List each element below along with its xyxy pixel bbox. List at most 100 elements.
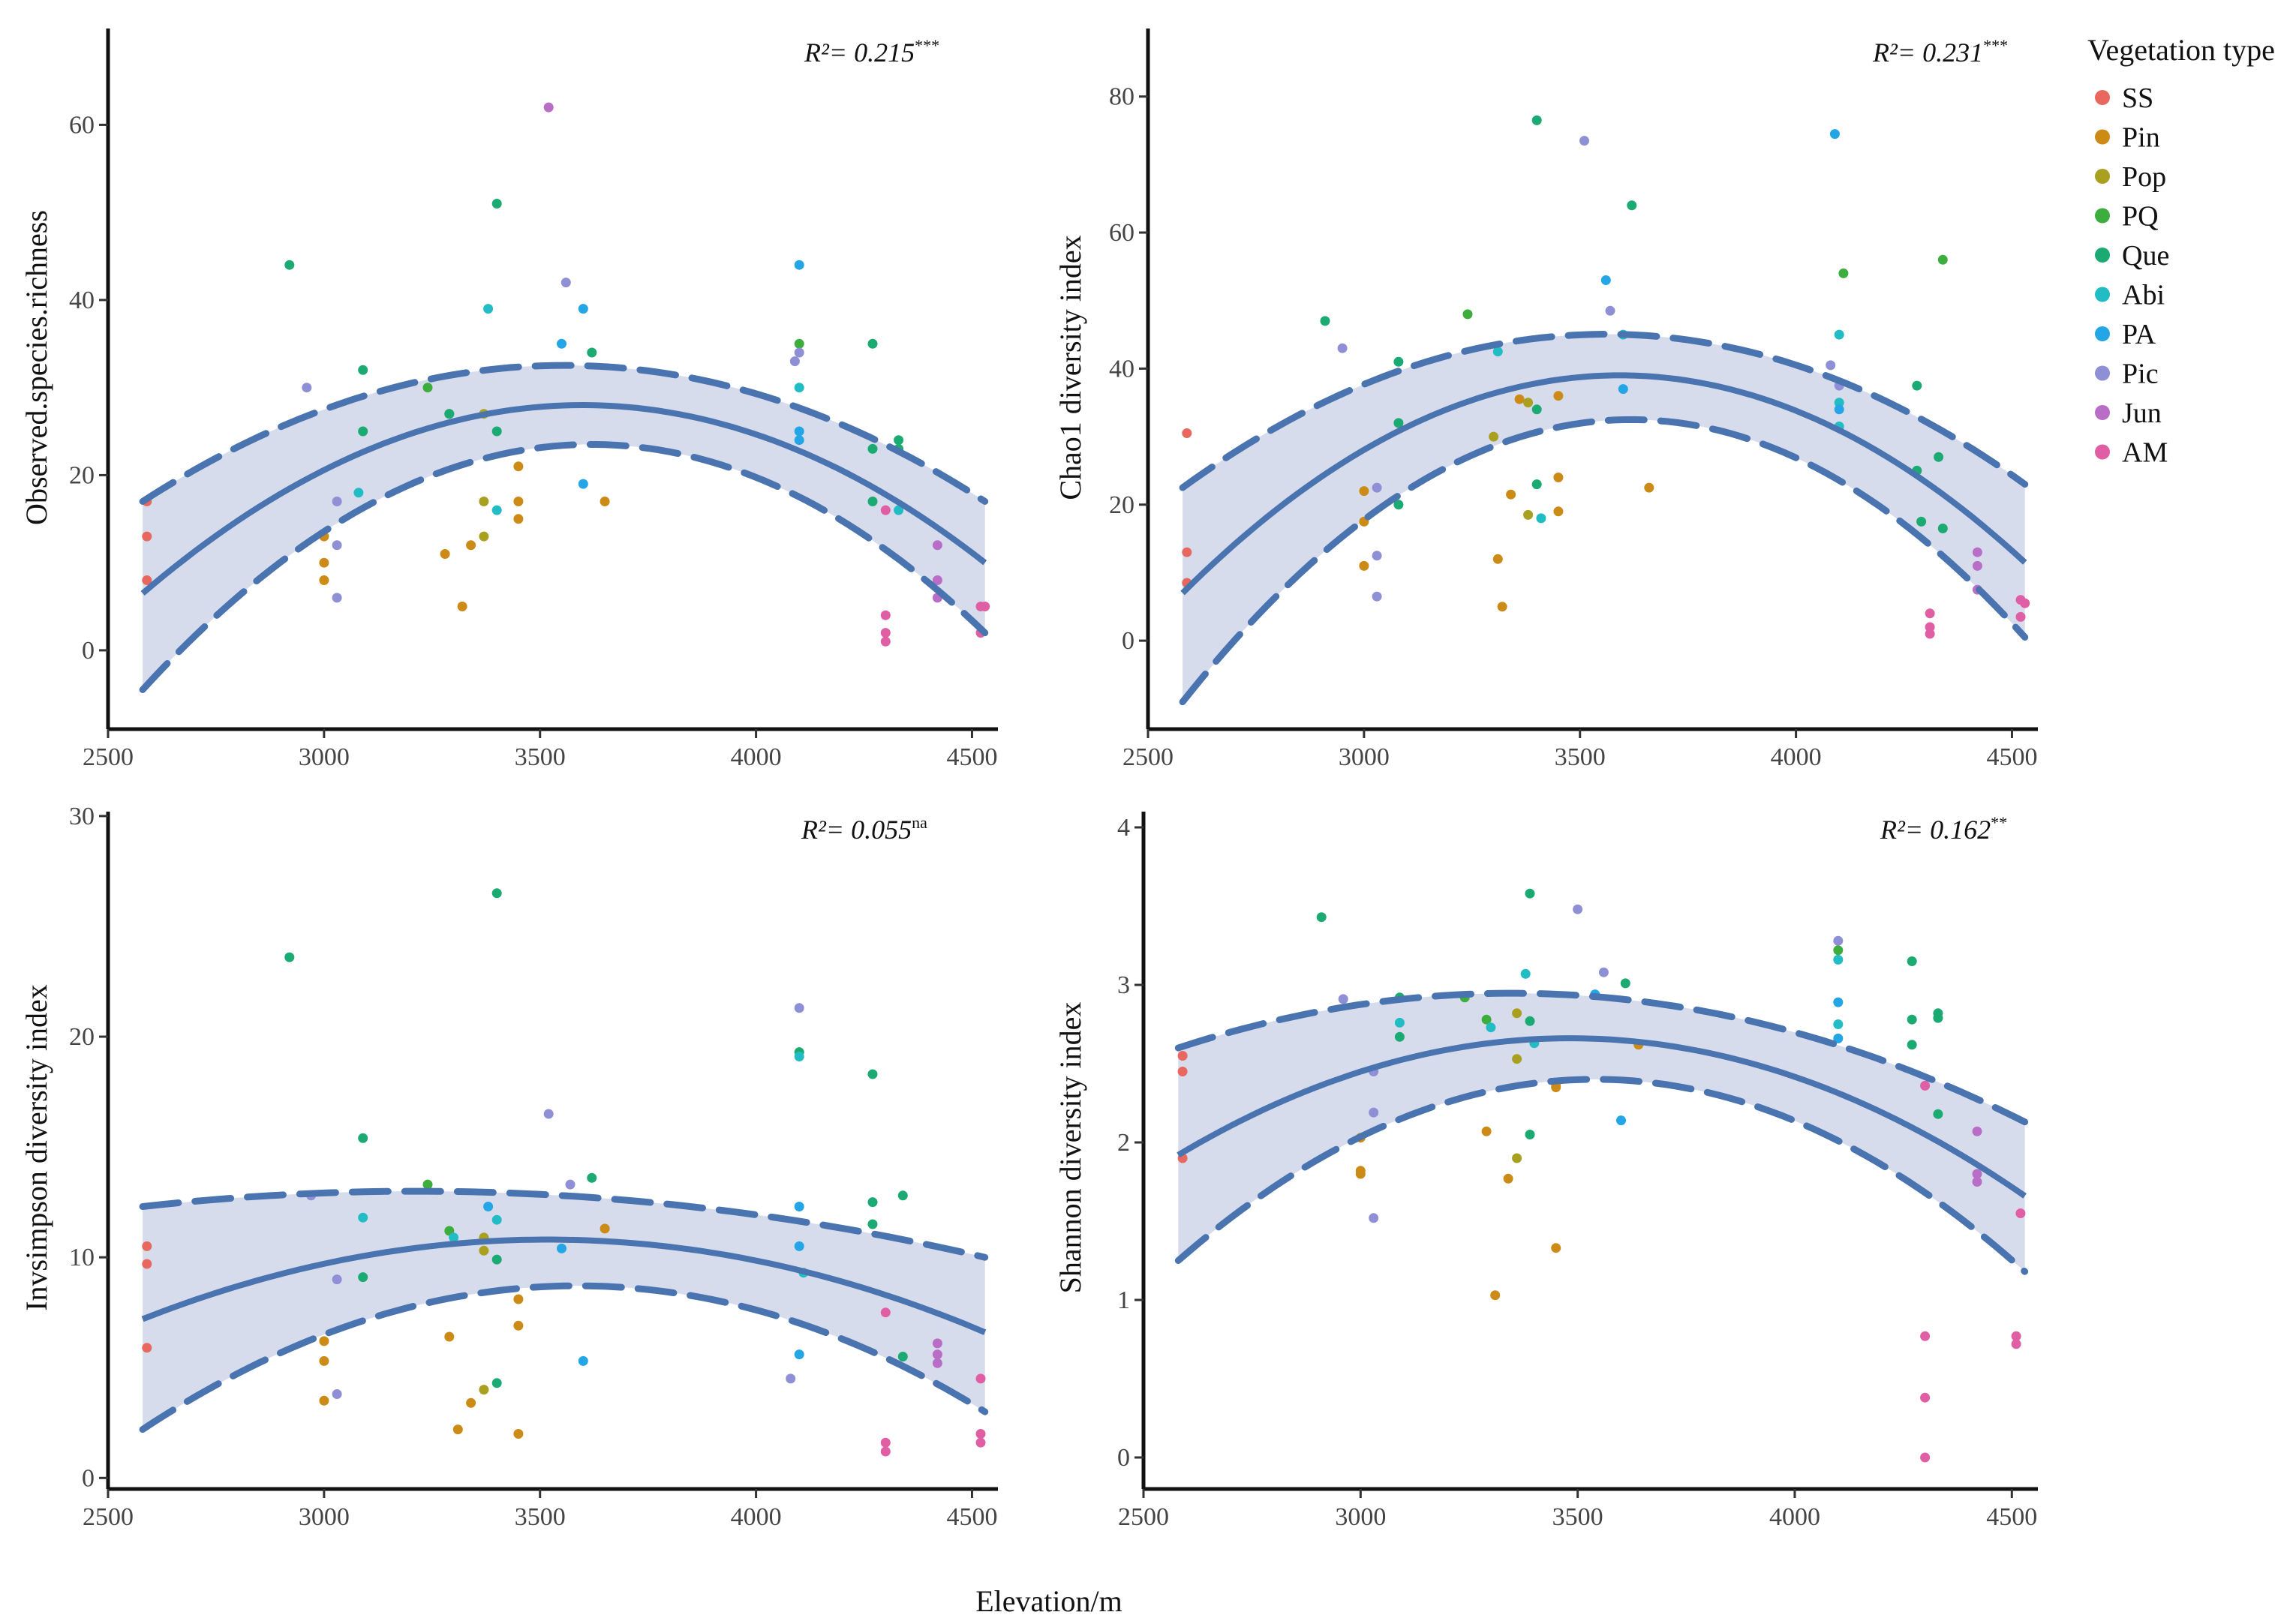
data-point-pin [513,514,524,524]
data-point-pin [513,1429,524,1439]
axis-ticks: 2500 3000 3500 4000 4500 0 20 40 60 [69,111,997,771]
data-point-pic [1598,967,1609,977]
data-point-que [1620,978,1630,989]
data-point-que [444,409,455,419]
data-point-pop [479,1385,489,1395]
data-point-pic [1579,136,1589,146]
data-point-abi [1833,1019,1844,1029]
upper-ci-line [139,1187,989,1261]
data-point-pa [1834,404,1844,415]
x-tick-label: 2500 [83,1503,134,1531]
data-point-pic [1605,305,1615,316]
y-tick-label: 20 [69,1023,95,1051]
data-point-que [867,1069,878,1079]
data-point-pa [1833,1033,1844,1043]
data-point-pin [1553,391,1564,401]
r2-annotation: R²= 0.215*** [804,36,939,68]
panel-shannon: 2500 3000 3500 4000 4500 0 1 2 3 4 R²= 0.162** Sh… [1053,812,2038,1531]
data-point-que [1531,115,1542,125]
data-point-pq [1481,1014,1492,1025]
y-tick-label: 30 [69,803,95,830]
data-point-pic [302,383,312,393]
data-point-pa [794,260,804,270]
data-point-pic [332,593,342,603]
x-tick-label: 3500 [1555,743,1606,771]
y-tick-label: 0 [82,1464,95,1492]
data-point-que [1907,1014,1917,1025]
x-tick-label: 2500 [1122,743,1174,771]
data-point-abi [1536,513,1546,524]
panel-observed-richness: 2500 3000 3500 4000 4500 0 20 40 60 R²= 0.215***… [20,29,998,771]
data-point-pin [513,461,524,472]
y-tick-label: 1 [1117,1286,1130,1314]
legend-label-pic: Pic [2122,359,2159,390]
data-point-abi [483,304,494,314]
data-point-pa [1829,129,1840,140]
r2-annotation: R²= 0.231*** [1872,36,2008,68]
legend-swatch-que [2095,248,2110,263]
data-point-ss [142,1241,152,1251]
data-point-pa [578,304,588,314]
data-point-pq [1838,268,1849,278]
data-point-que [894,435,904,446]
x-axis-title: Elevation/m [975,1584,1122,1618]
data-point-que [867,443,878,454]
data-point-am [880,628,891,638]
y-tick-label: 40 [1109,355,1134,383]
data-point-abi [491,1214,502,1225]
data-point-pic [332,1274,342,1285]
data-point-abi [1486,1022,1496,1033]
data-point-pq [1462,309,1473,320]
data-point-pop [1489,431,1499,442]
data-point-abi [1834,398,1844,408]
data-point-pop [1512,1153,1522,1163]
data-point-que [1907,956,1917,966]
axis-ticks: 2500 3000 3500 4000 4500 0 10 20 30 [69,803,997,1531]
data-point-que [1525,888,1535,899]
axis-ticks: 2500 3000 3500 4000 4500 0 20 40 60 80 [1109,83,2037,771]
data-point-que [1320,316,1330,326]
data-point-abi [1520,968,1531,979]
upper-ci-line [1179,330,2029,491]
data-point-pop [1523,398,1534,408]
data-point-pic [786,1373,796,1384]
legend-label-ss: SS [2122,83,2153,114]
data-point-que [867,338,878,349]
data-point-que [867,1197,878,1208]
x-tick-label: 4500 [1986,1503,2037,1531]
y-tick-label: 4 [1117,814,1130,842]
data-point-pa [557,338,566,349]
data-point-que [1912,380,1922,391]
x-tick-label: 4000 [1769,1503,1820,1531]
data-point-pic [1372,591,1382,602]
data-point-pa [557,1243,566,1253]
fit-line [1177,1035,2027,1199]
data-point-pic [1826,360,1836,371]
data-point-am [1920,1080,1931,1091]
data-point-pic [560,278,571,288]
data-point-que [491,888,502,899]
data-point-am [2015,611,2026,622]
data-point-ss [1182,428,1192,438]
y-tick-label: 60 [1109,219,1134,247]
y-axis-title: Observed.species.richness [20,210,53,525]
data-point-pin [1553,506,1564,517]
confidence-band [1178,993,2025,1272]
legend-swatch-abi [2095,287,2110,302]
plot-area [1174,888,2029,1463]
data-point-ss [1177,1067,1188,1076]
data-point-que [1393,356,1404,367]
data-point-abi [1394,1017,1405,1028]
data-point-ss [142,1259,152,1269]
data-point-que [1627,200,1637,211]
data-point-am [1925,622,1935,632]
data-point-que [284,260,295,270]
data-point-pin [1497,602,1507,612]
data-point-que [897,1352,908,1361]
data-point-abi [794,383,804,393]
data-point-pq [422,383,433,393]
data-point-pop [479,1245,489,1256]
data-point-pop [1523,509,1534,520]
data-point-jun [932,1338,942,1349]
data-point-pic [1337,343,1348,353]
